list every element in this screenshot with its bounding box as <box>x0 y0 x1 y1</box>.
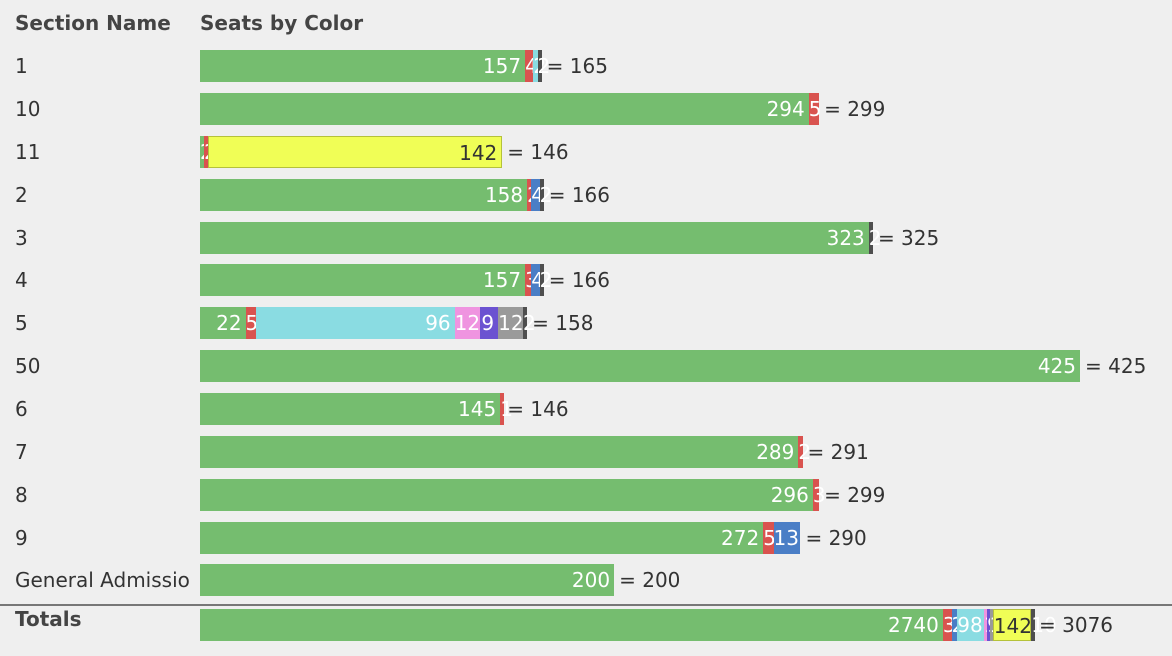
section-row: 50 425 = 425 <box>0 350 1172 382</box>
section-label: 2 <box>15 183 28 207</box>
section-label: 5 <box>15 311 28 335</box>
row-total: = 146 <box>507 140 569 164</box>
totals-label: Totals <box>15 607 82 631</box>
section-row: 1122142= 146 <box>0 136 1172 168</box>
section-row: 2158242= 166 <box>0 179 1172 211</box>
bar-segment-green: 145 <box>200 393 501 425</box>
section-label: 1 <box>15 54 28 78</box>
row-total: = 291 <box>807 440 869 464</box>
bar-segment-green: 22 <box>200 307 246 339</box>
bar-segment-green: 323 <box>200 222 869 254</box>
bar-segment-dark: 2 <box>539 264 552 296</box>
bar-segment-dark: 2 <box>537 50 550 82</box>
section-label: 9 <box>15 526 28 550</box>
section-row: 9 272 5 13 = 290 <box>0 522 1172 554</box>
bar-segment-red: 5 <box>763 522 776 554</box>
bar-segment-green: 425 <box>200 350 1080 382</box>
section-row: 8 296 3 = 299 <box>0 479 1172 511</box>
row-total: = 290 <box>805 526 867 550</box>
section-row: 6 145 1 = 146 <box>0 393 1172 425</box>
section-row: 1157422= 165 <box>0 50 1172 82</box>
section-label: 4 <box>15 268 28 292</box>
bar-segment-green: 289 <box>200 436 799 468</box>
section-label: 6 <box>15 397 28 421</box>
bar-segment-green: 157 <box>200 50 526 82</box>
bar-segment-green: 200 <box>200 564 615 596</box>
section-row: 5 22 5 96 12 9 12 2 = 158 <box>0 307 1172 339</box>
bar-segment-dark: 2 <box>539 179 552 211</box>
bar-segment-red: 1 <box>500 393 513 425</box>
row-total: = 166 <box>548 183 610 207</box>
row-total: = 299 <box>824 97 886 121</box>
bar-segment-pink: 12 <box>454 307 480 339</box>
bar-segment-cyan: 96 <box>255 307 455 339</box>
row-total: = 299 <box>824 483 886 507</box>
section-row: 3 323 2 = 325 <box>0 222 1172 254</box>
bar-segment-red: 4 <box>525 50 538 82</box>
row-total: = 166 <box>548 268 610 292</box>
section-label: General Admission <box>15 568 190 592</box>
row-total: = 3076 <box>1039 613 1114 637</box>
bar-segment-dark: 2 <box>868 222 882 254</box>
bar-segment-purple: 9 <box>479 307 499 339</box>
bar-segment-yellow: 142 <box>992 609 1032 641</box>
section-label: 8 <box>15 483 28 507</box>
bar-segment-red: 2 <box>798 436 811 468</box>
row-total: = 158 <box>532 311 594 335</box>
bar-segment-green: 294 <box>200 93 809 125</box>
row-total: = 146 <box>507 397 569 421</box>
bar-segment-blue: 13 <box>773 522 801 554</box>
bar-segment-dark: 2 <box>523 307 536 339</box>
section-row: 10 294 5 = 299 <box>0 93 1172 125</box>
totals-row: Totals27403221981291214210= 3076 <box>0 607 1172 641</box>
section-label: 10 <box>15 97 41 121</box>
bar-segment-gray: 12 <box>498 307 524 339</box>
bar-segment-red: 5 <box>808 93 821 125</box>
section-label: 7 <box>15 440 28 464</box>
bar-segment-red: 32 <box>942 609 968 641</box>
row-total: = 325 <box>877 226 940 250</box>
bar-segment-green: 296 <box>200 479 813 511</box>
row-total: = 200 <box>619 568 681 592</box>
bar-segment-cyan: 98 <box>957 609 984 641</box>
bar-segment-yellow: 142 <box>208 136 503 168</box>
bar-segment-green: 158 <box>200 179 528 211</box>
section-label: 11 <box>15 140 41 164</box>
row-total: = 425 <box>1085 354 1147 378</box>
section-label: 50 <box>15 354 41 378</box>
bar-segment-blue: 4 <box>531 264 544 296</box>
section-row: General Admission 200 = 200 <box>0 564 1172 596</box>
totals-divider <box>0 604 1172 606</box>
section-name-header: Section Name <box>15 11 171 35</box>
bar-segment-blue: 4 <box>531 179 544 211</box>
seats-by-color-header: Seats by Color <box>200 11 364 35</box>
bar-segment-green: 2740 <box>200 609 943 641</box>
bar-segment-dark: 10 <box>1031 609 1057 641</box>
bar-segment-green: 272 <box>200 522 764 554</box>
bar-segment-green: 157 <box>200 264 526 296</box>
section-label: 3 <box>15 226 28 250</box>
bar-segment-red: 3 <box>812 479 826 511</box>
section-row: 4157342= 166 <box>0 264 1172 296</box>
bar-segment-red: 5 <box>245 307 258 339</box>
row-total: = 165 <box>546 54 608 78</box>
section-row: 7 289 2 = 291 <box>0 436 1172 468</box>
